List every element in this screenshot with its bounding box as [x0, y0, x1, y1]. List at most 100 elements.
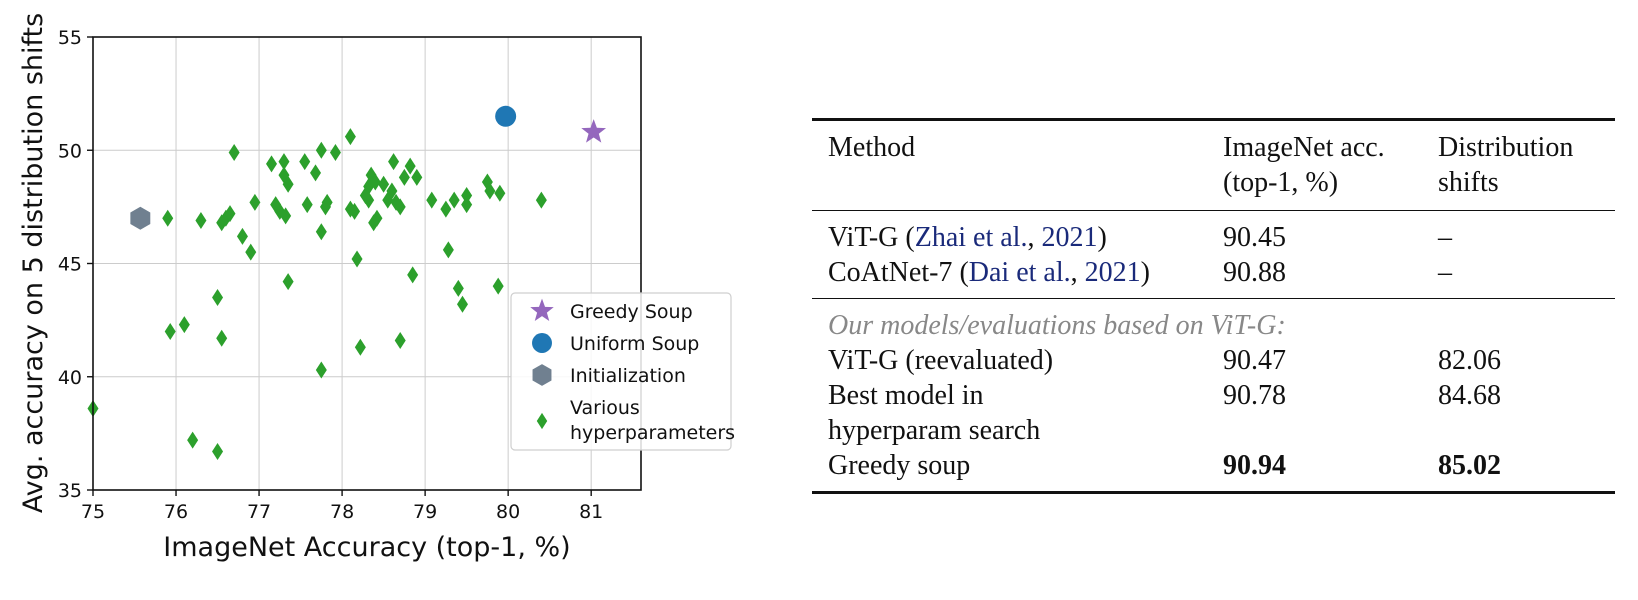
- header-imagenet-line2: (top-1, %): [1223, 167, 1339, 198]
- data-point-diamond: [484, 182, 496, 200]
- citation-year-link[interactable]: 2021: [1041, 222, 1098, 253]
- data-point-hexagon: [130, 206, 151, 230]
- data-point-diamond: [394, 332, 406, 350]
- y-tick-label: 35: [58, 480, 82, 502]
- citation-open: (: [898, 222, 915, 253]
- data-point-diamond: [378, 175, 390, 193]
- axis-ticks: 75 76 77 78 79 80 81 35 40 45 50 55: [58, 27, 603, 523]
- x-axis-label: ImageNet Accuracy (top-1, %): [163, 532, 570, 563]
- imagenet-cell: 90.88: [1223, 257, 1286, 288]
- legend-label: Initialization: [570, 365, 686, 387]
- imagenet-cell: 90.47: [1223, 345, 1286, 376]
- table-row: Best model in hyperparam search 90.78 84…: [812, 378, 1615, 448]
- data-points: [87, 105, 607, 460]
- data-point-diamond: [282, 273, 294, 291]
- data-point-diamond: [216, 329, 228, 347]
- legend-marker-hexagon: [532, 364, 552, 386]
- data-point-diamond: [310, 164, 322, 182]
- data-point-circle: [495, 105, 517, 127]
- data-point-diamond: [386, 182, 398, 200]
- shifts-cell: –: [1438, 222, 1452, 253]
- data-point-star: [581, 119, 607, 143]
- data-point-diamond: [398, 168, 410, 186]
- citation-open: (: [952, 257, 969, 288]
- method-name-line1: Best model in: [828, 380, 984, 411]
- data-point-diamond: [492, 277, 504, 295]
- data-point-diamond: [354, 338, 366, 356]
- shifts-cell: 84.68: [1438, 380, 1501, 411]
- table-row: ViT-G (Zhai et al., 2021) 90.45 –: [812, 210, 1615, 256]
- data-point-diamond: [461, 196, 473, 214]
- imagenet-cell-best: 90.94: [1223, 450, 1286, 481]
- y-axis-label: Avg. accuracy on 5 distribution shifts: [18, 13, 49, 513]
- data-point-diamond: [164, 322, 176, 340]
- citation-author-link[interactable]: Zhai et al.: [914, 222, 1028, 253]
- citation-year-link[interactable]: 2021: [1084, 257, 1141, 288]
- table-row: ViT-G (reevaluated) 90.47 82.06: [812, 343, 1615, 378]
- scatter-chart: 75 76 77 78 79 80 81 35 40 45 50 55 ImageNet Accura…: [18, 13, 735, 563]
- method-cell: Greedy soup: [828, 450, 971, 481]
- data-point-diamond: [440, 200, 452, 218]
- data-point-diamond: [278, 153, 290, 171]
- section-header-row: Our models/evaluations based on ViT-G:: [812, 298, 1615, 344]
- data-point-diamond: [388, 153, 400, 171]
- data-point-diamond: [404, 157, 416, 175]
- data-point-diamond: [456, 295, 468, 313]
- method-name: ViT-G: [828, 222, 899, 253]
- data-point-diamond: [349, 202, 361, 220]
- data-point-diamond: [299, 153, 311, 171]
- x-tick-label: 78: [330, 501, 354, 523]
- table-header-row: Method ImageNet acc. (top-1, %) Distribu…: [812, 119, 1615, 211]
- data-point-diamond: [178, 316, 190, 334]
- data-point-diamond: [321, 193, 333, 211]
- imagenet-cell: 90.78: [1223, 380, 1286, 411]
- data-point-diamond: [228, 144, 240, 162]
- data-point-diamond: [315, 141, 327, 159]
- citation-author-link[interactable]: Dai et al.: [968, 257, 1071, 288]
- legend: Greedy Soup Uniform Soup Initialization Var…: [510, 292, 735, 451]
- legend-label: Various hyperparameters: [570, 397, 735, 444]
- data-point-diamond: [407, 266, 419, 284]
- legend-label: Uniform Soup: [570, 333, 699, 355]
- x-tick-label: 76: [164, 501, 188, 523]
- method-cell: Best model in hyperparam search: [812, 378, 1223, 448]
- table-row: Greedy soup 90.94 85.02: [812, 448, 1615, 493]
- data-point-diamond: [369, 173, 381, 191]
- y-tick-label: 50: [58, 140, 82, 162]
- data-point-diamond: [195, 211, 207, 229]
- data-point-diamond: [236, 227, 248, 245]
- table-row: CoAtNet-7 (Dai et al., 2021) 90.88 –: [812, 255, 1615, 299]
- data-point-diamond: [315, 223, 327, 241]
- data-point-diamond: [448, 191, 460, 209]
- data-point-diamond: [245, 243, 257, 261]
- imagenet-cell: 90.45: [1223, 222, 1286, 253]
- data-point-diamond: [371, 209, 383, 227]
- data-point-diamond: [266, 155, 278, 173]
- data-point-diamond: [212, 442, 224, 460]
- citation-close: ): [1097, 222, 1107, 253]
- x-tick-label: 77: [247, 501, 271, 523]
- x-tick-label: 80: [496, 501, 520, 523]
- data-point-diamond: [351, 250, 363, 268]
- header-imagenet-line1: ImageNet acc.: [1223, 132, 1385, 163]
- data-point-diamond: [187, 431, 199, 449]
- data-point-diamond: [301, 196, 313, 214]
- data-point-diamond: [212, 288, 224, 306]
- legend-box: [510, 292, 732, 451]
- data-point-diamond: [315, 361, 327, 379]
- data-point-diamond: [363, 191, 375, 209]
- method-name: CoAtNet-7: [828, 257, 953, 288]
- header-shifts: Distribution shifts: [1438, 120, 1615, 211]
- legend-marker-diamond: [536, 412, 548, 430]
- method-name-line2: hyperparam search: [828, 415, 1041, 446]
- citation-close: ): [1140, 257, 1150, 288]
- data-point-diamond: [442, 241, 454, 259]
- citation-sep: ,: [1027, 222, 1042, 253]
- method-cell: ViT-G (Zhai et al., 2021): [812, 211, 1223, 256]
- data-point-diamond: [452, 279, 464, 297]
- header-method: Method: [828, 132, 916, 163]
- legend-marker-star: [530, 298, 554, 321]
- x-tick-label: 81: [579, 501, 603, 523]
- header-imagenet: ImageNet acc. (top-1, %): [1223, 120, 1438, 211]
- section-header: Our models/evaluations based on ViT-G:: [828, 310, 1286, 341]
